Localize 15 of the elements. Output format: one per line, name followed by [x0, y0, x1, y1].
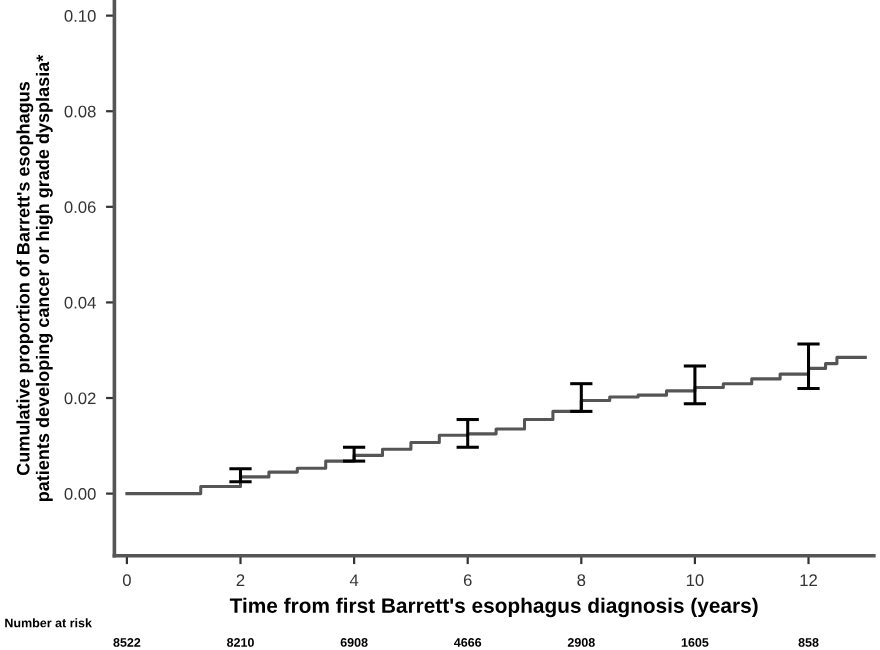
x-axis-title: Time from first Barrett's esophagus diagnosis (years) [229, 597, 758, 618]
x-tick-label: 4 [349, 574, 359, 586]
y-axis-title: Cumulative proportion of Barrett's esophagus patients developing cancer or high grade dysplasia* [16, 54, 53, 502]
y-tick-label: 0.10 [64, 10, 96, 22]
x-tick-label: 8 [577, 574, 586, 587]
y-tick-label: 0.08 [64, 105, 96, 118]
x-tick-label: 0 [122, 574, 131, 587]
y-tick-label: 0.06 [64, 201, 96, 214]
x-tick-label: 12 [800, 574, 817, 586]
y-tick-label: 0.00 [64, 488, 96, 500]
x-tick-label: 10 [686, 574, 704, 587]
x-tick-label: 2 [236, 574, 245, 586]
x-tick-label: 6 [463, 574, 472, 587]
y-tick-label: 0.02 [64, 392, 96, 405]
y-tick-label: 0.04 [64, 296, 96, 309]
